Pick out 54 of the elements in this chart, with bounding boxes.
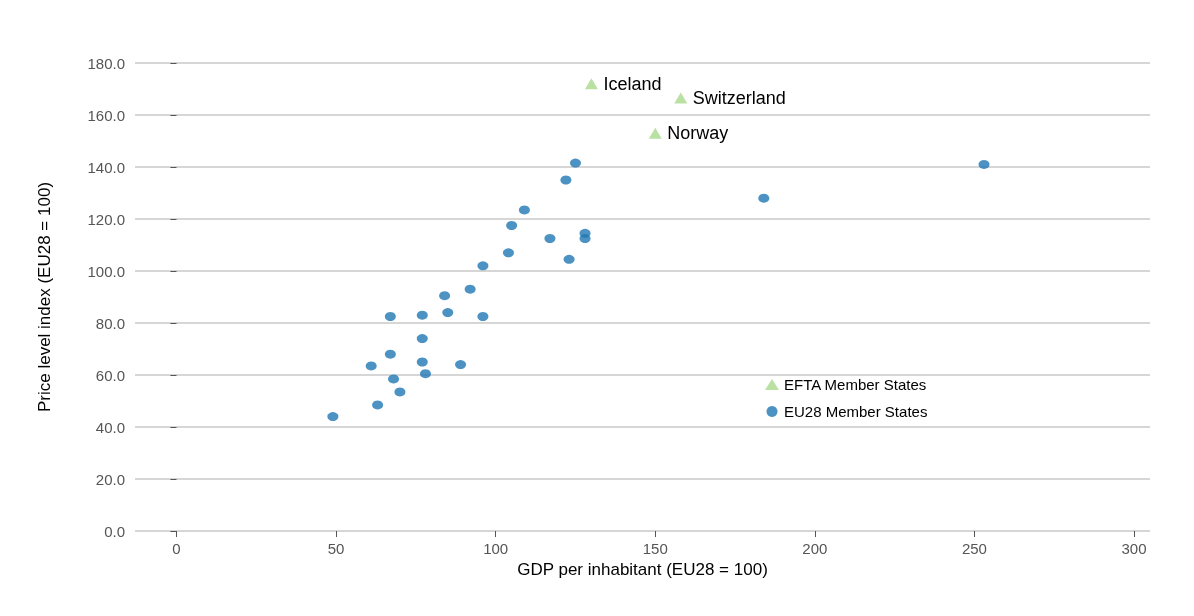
point: [584, 78, 598, 90]
point: [419, 369, 431, 379]
y-tick-label: 0.0: [104, 522, 125, 540]
point: [579, 228, 591, 238]
y-tick-label: 40.0: [95, 418, 125, 436]
x-tick-label: 50: [327, 540, 345, 557]
y-tick-label: 180.0: [87, 54, 125, 72]
point: [518, 205, 530, 215]
x-tick-label: 150: [642, 540, 668, 557]
legend-label: EFTA Member States: [784, 376, 927, 393]
point: [442, 308, 454, 318]
annotation: Switzerland: [692, 88, 786, 109]
point: [674, 92, 688, 104]
point: [560, 175, 572, 185]
y-tick-label: 100.0: [87, 262, 125, 280]
annotation: Iceland: [603, 73, 662, 94]
y-tick-label: 80.0: [95, 314, 125, 332]
y-axis-title: Price level index (EU28 = 100): [35, 181, 54, 413]
point: [978, 159, 990, 169]
y-tick-label: 160.0: [87, 106, 125, 124]
annotation: Norway: [667, 123, 729, 144]
y-tick-label: 60.0: [95, 366, 125, 384]
point: [464, 284, 476, 294]
x-tick-label: 300: [1121, 540, 1147, 557]
point: [416, 357, 428, 367]
y-tick-label: 20.0: [95, 470, 125, 488]
point: [506, 221, 518, 230]
point: [384, 312, 396, 321]
y-tick-label: 140.0: [87, 158, 125, 176]
point: [365, 361, 377, 371]
point: [394, 387, 406, 397]
x-tick-label: 200: [802, 540, 828, 557]
x-tick-label: 250: [961, 540, 987, 557]
point: [439, 291, 451, 301]
y-tick-label: 120.0: [87, 210, 125, 228]
x-tick-label: 100: [483, 540, 509, 557]
point: [388, 374, 400, 384]
point: [327, 412, 339, 422]
point: [477, 261, 489, 271]
point: [416, 310, 428, 320]
point: [758, 193, 770, 203]
point: [384, 349, 396, 359]
point: [502, 248, 514, 258]
point: [563, 254, 575, 264]
point: [544, 234, 556, 243]
point: [477, 312, 489, 321]
point: [416, 334, 428, 344]
point: [455, 360, 467, 370]
point: [372, 400, 384, 410]
x-axis-title: GDP per inhabitant (EU28 = 100): [517, 560, 768, 579]
point: [569, 158, 581, 168]
x-tick-label: 0: [172, 540, 181, 557]
point: [648, 127, 662, 139]
legend-label: EU28 Member States: [784, 403, 928, 420]
